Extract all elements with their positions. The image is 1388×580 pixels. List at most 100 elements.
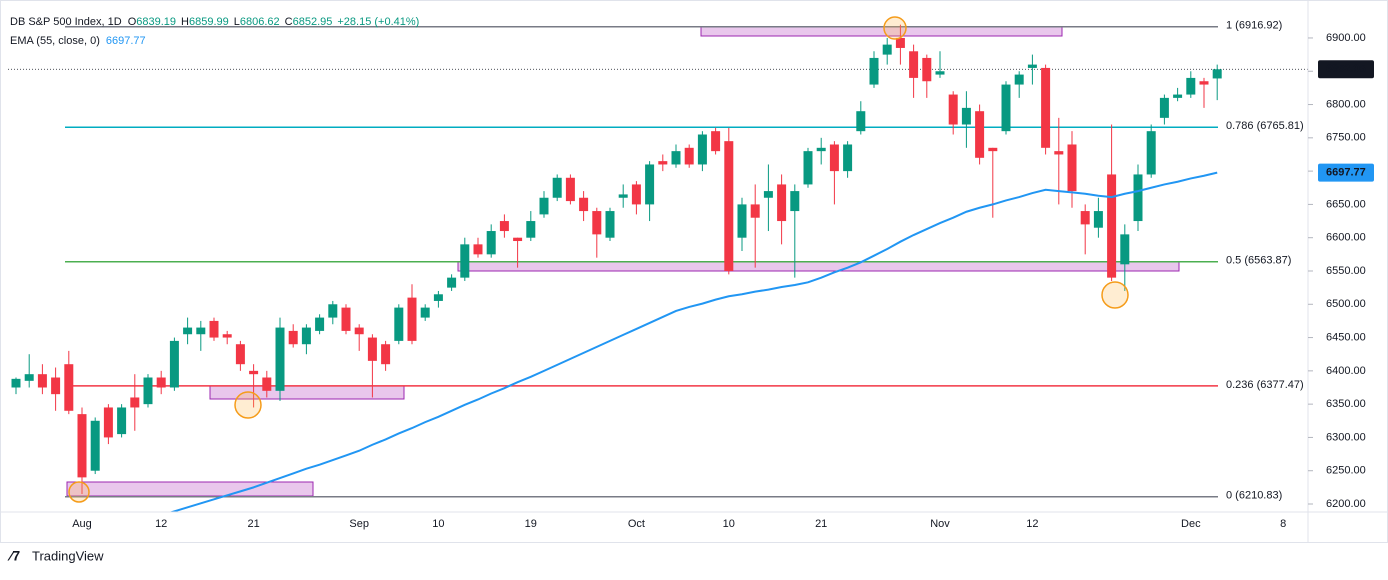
candle-body — [354, 327, 364, 335]
x-tick-label: 21 — [247, 518, 259, 530]
candle-body — [684, 147, 694, 165]
plot-area — [8, 25, 1308, 498]
x-tick-label: Sep — [349, 518, 369, 530]
candle-body — [1014, 74, 1024, 85]
candle-body — [948, 94, 958, 125]
candle-body — [156, 377, 166, 388]
fib-label: 1 (6916.92) — [1226, 20, 1282, 32]
candle-body — [381, 344, 391, 365]
ema-price-label: 6697.77 — [1326, 167, 1366, 179]
candle-body — [671, 151, 681, 165]
candle-body — [1186, 77, 1196, 95]
candle-body — [1107, 174, 1117, 278]
candle-body — [486, 231, 496, 255]
x-tick-label: 8 — [1280, 518, 1286, 530]
candle-body — [869, 57, 879, 85]
candle-body — [737, 204, 747, 238]
header-field-label: H — [181, 16, 189, 28]
candle-body — [1080, 211, 1090, 225]
candle-body — [169, 340, 179, 388]
candle-body — [1159, 97, 1169, 118]
header-field-value: 6806.62 — [240, 16, 280, 28]
last-price-label: 6852.95 — [1326, 63, 1366, 75]
y-tick-label: 6200.00 — [1326, 498, 1366, 510]
candle-body — [961, 107, 971, 125]
title: DB S&P 500 Index, 1D — [10, 16, 122, 28]
y-tick-label: 6400.00 — [1326, 365, 1366, 377]
logo: ⁄7 TradingView — [7, 548, 104, 564]
candle-body — [605, 211, 615, 238]
x-tick-label: 19 — [525, 518, 537, 530]
y-tick-label: 6300.00 — [1326, 431, 1366, 443]
x-tick-label: Oct — [628, 518, 645, 530]
x-tick-label: 10 — [432, 518, 444, 530]
x-tick-label: 21 — [815, 518, 827, 530]
candle-body — [183, 327, 193, 335]
candle-body — [1041, 67, 1051, 148]
y-tick-label: 6750.00 — [1326, 132, 1366, 144]
x-tick-label: 12 — [155, 518, 167, 530]
candle-body — [579, 197, 589, 212]
candle-body — [90, 420, 100, 471]
candle-body — [592, 211, 602, 235]
candle-body — [328, 304, 338, 318]
candle-body — [1173, 94, 1183, 98]
candle-body — [882, 44, 892, 55]
candle-body — [750, 204, 760, 218]
candle-body — [513, 237, 523, 242]
candle-body — [288, 330, 298, 345]
candle-body — [301, 327, 311, 345]
candle-body — [275, 327, 285, 391]
candle-body — [315, 317, 325, 331]
header-change: +28.15 (+0.41%) — [337, 16, 419, 28]
y-tick-label: 6550.00 — [1326, 265, 1366, 277]
header: DB S&P 500 Index, 1D O6839.19 H6859.99 L680… — [10, 16, 419, 28]
candle-body — [803, 151, 813, 185]
candle-body — [196, 327, 206, 335]
candle-body — [51, 377, 61, 395]
ema-legend: EMA (55, close, 0) 6697.77 — [10, 35, 146, 47]
ema-name: EMA (55, close, 0) — [10, 35, 100, 47]
candle-body — [724, 141, 734, 271]
candle-body — [249, 370, 259, 375]
candle-body — [658, 161, 668, 165]
y-tick-label: 6650.00 — [1326, 198, 1366, 210]
zone — [700, 26, 1063, 37]
candle-body — [420, 307, 430, 318]
candle-body — [37, 374, 47, 388]
candle-body — [11, 378, 21, 388]
candle-body — [816, 147, 826, 152]
candle-body — [539, 197, 549, 215]
highlight-circle — [1101, 281, 1129, 309]
candle-body — [262, 377, 272, 391]
candle-body — [697, 134, 707, 165]
candle-body — [1120, 234, 1130, 265]
candle-body — [341, 307, 351, 331]
candle-body — [1199, 81, 1209, 85]
candle-body — [526, 221, 536, 238]
candle-body — [935, 71, 945, 75]
candle-body — [222, 334, 232, 338]
candle-body — [394, 307, 404, 341]
candle-body — [77, 414, 87, 478]
y-tick-label: 6500.00 — [1326, 298, 1366, 310]
marks — [11, 24, 1222, 512]
zone — [66, 481, 314, 497]
candle-body — [777, 184, 787, 222]
header-field-label: L — [234, 16, 240, 28]
candle-body — [856, 111, 866, 132]
header-field-value: 6839.19 — [136, 16, 176, 28]
x-tick-label: Dec — [1181, 518, 1201, 530]
y-tick-label: 6350.00 — [1326, 398, 1366, 410]
zone — [457, 261, 1180, 272]
candle-body — [1027, 64, 1037, 68]
candle-body — [895, 37, 905, 48]
candle-body — [460, 244, 470, 278]
fib-label: 0.786 (6765.81) — [1226, 120, 1304, 132]
candle-body — [130, 397, 140, 408]
candle-body — [711, 131, 721, 152]
candle-body — [143, 377, 153, 405]
y-tick-label: 6250.00 — [1326, 465, 1366, 477]
header-field-label: O — [128, 16, 137, 28]
candle-body — [975, 111, 985, 158]
